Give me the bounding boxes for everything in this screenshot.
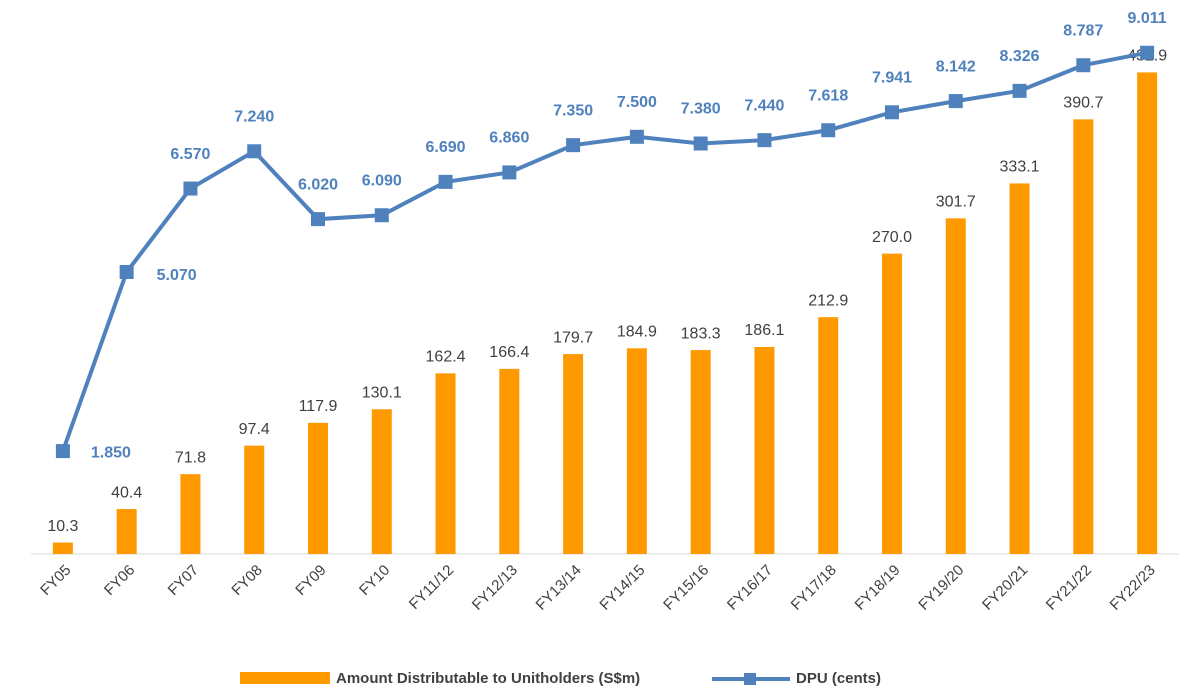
data-label: 40.4: [111, 484, 142, 501]
line: [61, 50, 1148, 452]
bar: [244, 445, 265, 554]
data-label: 71.8: [175, 449, 206, 466]
data-label: 7.380: [681, 101, 721, 118]
x-tick-label: FY14/15: [596, 562, 648, 614]
x-tick-label: FY17/18: [788, 562, 840, 614]
x-tick-label: FY05: [37, 562, 74, 599]
data-label: 8.787: [1063, 22, 1103, 39]
marker: [183, 181, 198, 196]
x-tick-label: FY08: [228, 562, 265, 599]
marker: [566, 138, 581, 153]
marker: [311, 212, 325, 227]
data-label: 6.020: [298, 176, 338, 193]
legend-swatch: [240, 672, 330, 684]
legend-label: Amount Distributable to Unitholders (S$m…: [336, 670, 640, 687]
marker: [757, 133, 772, 148]
data-label: 301.7: [936, 194, 976, 211]
legend-swatch: [744, 673, 756, 685]
marker: [1076, 58, 1091, 73]
data-label: 8.326: [1000, 48, 1040, 65]
data-label: 7.941: [872, 70, 912, 87]
x-tick-label: FY15/16: [660, 562, 712, 614]
x-tick-label: FY10: [356, 562, 393, 599]
bar: [690, 350, 711, 554]
data-label: 7.240: [234, 108, 274, 125]
x-tick-label: FY19/20: [915, 562, 967, 614]
bar: [818, 317, 839, 554]
bar: [499, 368, 520, 554]
data-label: 97.4: [239, 421, 270, 438]
marker: [502, 165, 517, 180]
data-label: 6.690: [426, 139, 466, 156]
data-label: 7.440: [744, 97, 784, 114]
marker: [119, 264, 134, 279]
x-tick-label: FY20/21: [979, 562, 1031, 614]
data-label: 6.090: [362, 172, 402, 189]
bar: [754, 346, 775, 554]
bar: [180, 474, 201, 554]
marker: [885, 105, 899, 120]
bar: [945, 218, 966, 554]
bar: [1137, 72, 1158, 555]
bar: [435, 373, 456, 554]
data-label: 184.9: [617, 324, 657, 341]
legend: Amount Distributable to Unitholders (S$m…: [240, 670, 881, 687]
x-tick-label: FY12/13: [469, 562, 521, 614]
data-label: 7.350: [553, 102, 593, 119]
marker: [55, 444, 70, 459]
data-label: 7.500: [617, 94, 657, 111]
x-tick-label: FY22/23: [1107, 562, 1159, 614]
data-label: 10.3: [47, 518, 78, 535]
x-tick-label: FY09: [292, 562, 329, 599]
bar: [371, 409, 392, 554]
x-tick-label: FY13/14: [533, 562, 585, 614]
bar: [1009, 183, 1030, 554]
data-label: 7.618: [808, 87, 848, 104]
x-tick-label: FY18/19: [852, 562, 904, 614]
marker: [821, 123, 836, 138]
marker: [374, 208, 389, 223]
x-tick-label: FY06: [101, 562, 138, 599]
data-label: 1.850: [91, 444, 131, 461]
data-label: 270.0: [872, 229, 912, 246]
data-label: 117.9: [299, 398, 338, 415]
marker: [438, 174, 453, 189]
marker: [693, 136, 708, 151]
data-label: 8.142: [936, 58, 976, 75]
data-label: 179.7: [553, 329, 593, 346]
bar: [116, 509, 137, 554]
data-label: 9.011: [1128, 10, 1167, 27]
x-tick-label: FY07: [165, 562, 202, 599]
bar: [626, 348, 647, 554]
bar: [882, 253, 902, 554]
data-label: 166.4: [489, 344, 529, 361]
marker: [1140, 45, 1155, 60]
x-tick-label: FY11/12: [406, 562, 457, 613]
data-label: 212.9: [808, 292, 848, 309]
data-label: 186.1: [744, 322, 784, 339]
x-tick-label: FY16/17: [724, 562, 776, 614]
marker: [629, 129, 644, 144]
data-label: 390.7: [1063, 95, 1103, 112]
data-label: 6.860: [489, 130, 529, 147]
marker: [948, 94, 963, 109]
bar: [308, 422, 328, 554]
data-label: 162.4: [426, 349, 466, 366]
data-label: 6.570: [170, 146, 210, 163]
legend-label: DPU (cents): [796, 670, 881, 687]
data-label: 183.3: [681, 325, 721, 342]
data-label: 130.1: [362, 384, 402, 401]
bar: [1073, 119, 1094, 554]
data-label: 333.1: [1000, 159, 1040, 176]
bar: [52, 542, 73, 554]
data-label: 5.070: [157, 267, 197, 284]
x-tick-label: FY21/22: [1043, 562, 1095, 614]
bar: [563, 354, 584, 554]
marker: [247, 144, 262, 159]
marker: [1012, 83, 1027, 98]
